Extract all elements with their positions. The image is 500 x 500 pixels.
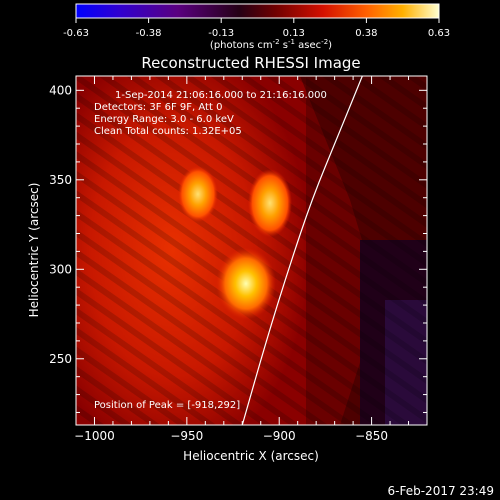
y-tick-label: 300 — [49, 262, 72, 276]
y-tick-label: 250 — [49, 352, 72, 366]
y-tick-label: 350 — [49, 173, 72, 187]
footer-date: 6-Feb-2017 23:49 — [388, 484, 494, 498]
x-tick-label: −1000 — [74, 429, 115, 443]
x-axis-label: Heliocentric X (arcsec) — [183, 449, 319, 463]
y-axis-label: Heliocentric Y (arcsec) — [27, 183, 41, 318]
plot-title: Reconstructed RHESSI Image — [141, 54, 360, 72]
plot-frame — [75, 75, 428, 426]
colorbar-tick-label: 0.63 — [428, 28, 450, 39]
info-detectors: Detectors: 3F 6F 9F, Att 0 — [94, 102, 222, 113]
image-area — [76, 76, 427, 425]
x-tick-label: −900 — [263, 429, 296, 443]
colorbar-ticks: -0.63 -0.38 -0.13 0.13 0.38 0.63 — [63, 18, 450, 39]
peak-position-label: Position of Peak = [-918,292] — [94, 400, 240, 411]
info-energy: Energy Range: 3.0 - 6.0 keV — [94, 114, 234, 125]
info-time-range: 1-Sep-2014 21:06:16.000 to 21:16:16.000 — [115, 90, 327, 101]
y-tick-label: 400 — [49, 83, 72, 97]
emission-source — [247, 169, 292, 238]
info-clean: Clean Total counts: 1.32E+05 — [94, 126, 242, 137]
emission-source — [177, 166, 218, 223]
info-block: 1-Sep-2014 21:06:16.000 to 21:16:16.000 … — [94, 90, 327, 137]
colorbar-tick-label: -0.13 — [208, 28, 234, 39]
colorbar: -0.63 -0.38 -0.13 0.13 0.38 0.63 (photons cm-… — [63, 3, 450, 51]
axis-ticks: −1000 −950 −900 −850 250 300 350 400 — [49, 76, 428, 443]
colorbar-tick-label: -0.38 — [136, 28, 162, 39]
colorbar-gradient — [75, 3, 440, 19]
emission-source — [215, 247, 276, 320]
colorbar-tick-label: -0.63 — [63, 28, 89, 39]
colorbar-tick-label: 0.38 — [355, 28, 377, 39]
colorbar-tick-label: 0.13 — [283, 28, 305, 39]
colorbar-units: (photons cm-2 s-1 asec-2) — [210, 38, 332, 51]
x-tick-label: −950 — [170, 429, 203, 443]
x-tick-label: −850 — [355, 429, 388, 443]
emission-sources — [177, 166, 292, 320]
solar-limb — [241, 76, 363, 425]
